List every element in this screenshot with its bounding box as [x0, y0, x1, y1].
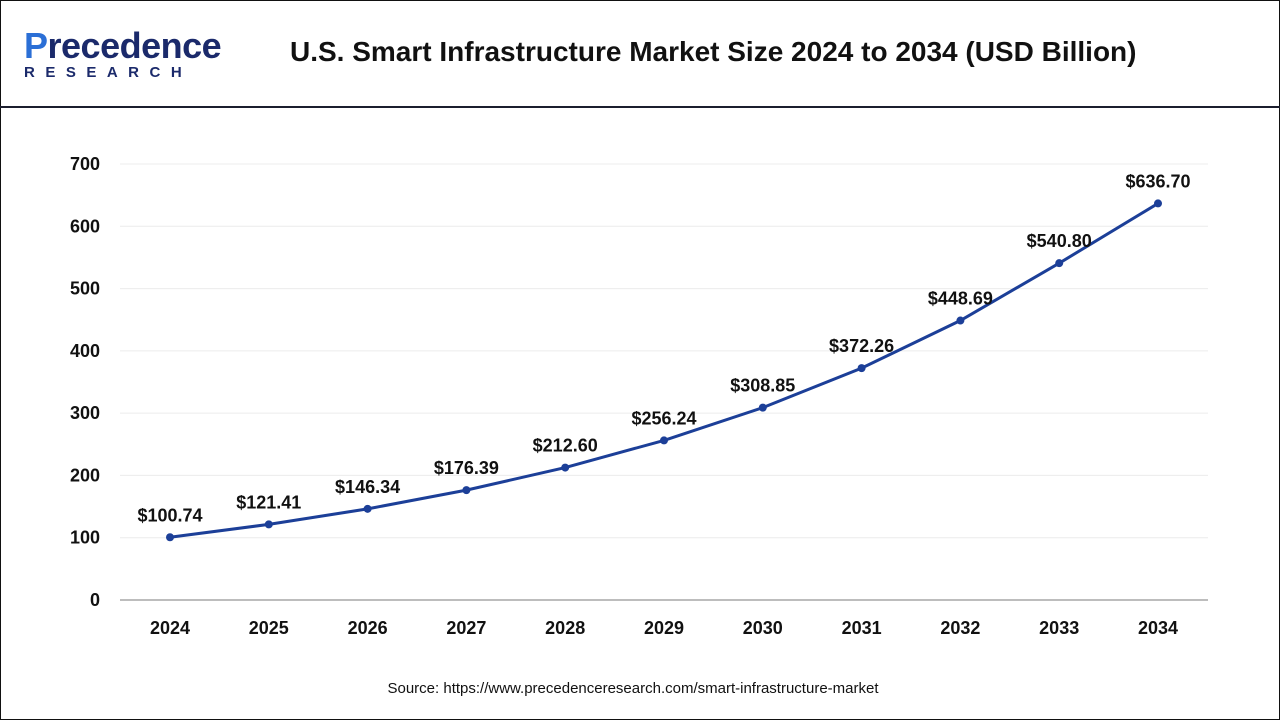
data-label: $212.60 — [533, 436, 598, 456]
series-line — [169, 202, 1159, 539]
data-label: $448.69 — [928, 289, 993, 309]
chart-title: U.S. Smart Infrastructure Market Size 20… — [290, 36, 1137, 67]
data-label: $176.39 — [434, 458, 499, 478]
y-tick-label: 100 — [70, 528, 100, 548]
data-point — [264, 520, 273, 529]
logo-sub-text: RESEARCH — [24, 64, 193, 81]
data-label: $540.80 — [1027, 231, 1092, 251]
data-point — [1055, 259, 1064, 268]
x-tick-label: 2024 — [150, 618, 190, 638]
data-label: $372.26 — [829, 336, 894, 356]
x-tick-label: 2025 — [249, 618, 289, 638]
data-label: $100.74 — [137, 505, 202, 525]
data-point — [758, 403, 767, 412]
x-tick-label: 2031 — [842, 618, 882, 638]
data-point — [561, 463, 570, 472]
data-point — [956, 316, 965, 325]
data-point — [660, 436, 668, 445]
x-tick-label: 2032 — [940, 618, 980, 638]
data-point — [363, 504, 372, 513]
x-tick-label: 2028 — [545, 618, 585, 638]
logo-main-text: Precedence — [24, 25, 222, 66]
y-tick-label: 200 — [70, 465, 100, 485]
y-tick-label: 400 — [70, 341, 100, 361]
x-tick-label: 2033 — [1039, 618, 1079, 638]
y-tick-label: 500 — [70, 279, 100, 299]
header: Precedence RESEARCH U.S. Smart Infrastru… — [0, 0, 1280, 108]
y-tick-label: 300 — [70, 403, 100, 423]
y-tick-label: 600 — [70, 216, 100, 236]
data-label: $308.85 — [730, 376, 795, 396]
data-label: $636.70 — [1125, 171, 1190, 191]
data-point — [462, 486, 471, 495]
data-point — [1154, 199, 1162, 208]
data-label: $256.24 — [631, 408, 696, 428]
source-text: Source: https://www.precedenceresearch.c… — [387, 680, 879, 697]
x-tick-label: 2030 — [743, 618, 783, 638]
data-point — [857, 364, 866, 373]
y-tick-label: 0 — [90, 590, 100, 610]
x-tick-label: 2027 — [446, 618, 486, 638]
y-tick-label: 700 — [70, 154, 100, 174]
x-tick-label: 2026 — [348, 618, 388, 638]
precedence-research-logo: Precedence RESEARCH — [24, 25, 222, 82]
data-point — [166, 533, 174, 542]
data-label: $121.41 — [236, 492, 301, 512]
x-tick-label: 2034 — [1138, 618, 1178, 638]
x-tick-label: 2029 — [644, 618, 684, 638]
data-label: $146.34 — [335, 477, 400, 497]
